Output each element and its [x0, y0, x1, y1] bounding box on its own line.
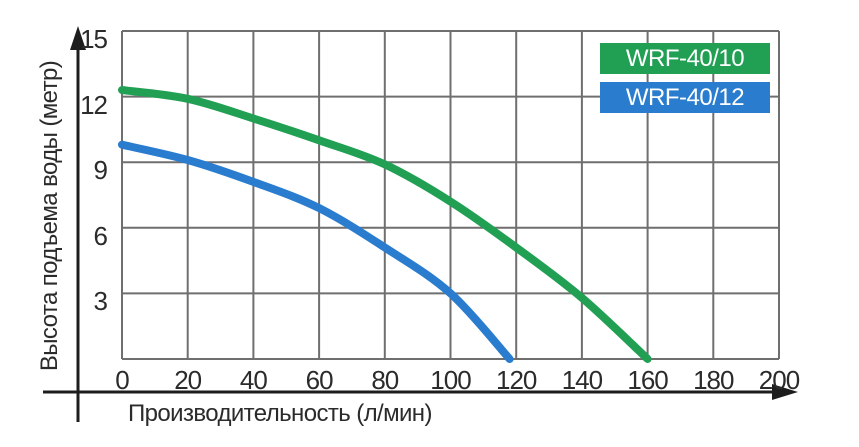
- x-tick-label: 140: [561, 365, 603, 395]
- x-tick-label: 160: [627, 365, 668, 395]
- legend-item-wrf-40-12: WRF-40/12: [600, 82, 770, 113]
- legend-item-wrf-40-10: WRF-40/10: [600, 43, 770, 74]
- x-tick-label: 20: [174, 365, 202, 395]
- x-tick-label: 80: [371, 365, 399, 395]
- x-axis-arrowhead-icon: [772, 384, 798, 400]
- x-tick-label: 0: [115, 365, 129, 395]
- legend: WRF-40/10 WRF-40/12: [600, 43, 770, 121]
- y-tick-label: 3: [93, 286, 108, 317]
- y-tick-label: 9: [93, 155, 108, 186]
- y-tick-label: 12: [80, 89, 108, 120]
- x-axis-title: Производительность (л/мин): [128, 400, 432, 427]
- curve-wrf-40-12: [118, 140, 514, 363]
- y-axis-arrowhead-icon: [70, 26, 86, 50]
- x-tick-label: 200: [758, 365, 800, 395]
- y-tick-label: 6: [93, 220, 108, 251]
- y-tick-label: 15: [80, 24, 108, 54]
- x-tick-label: 180: [693, 365, 734, 395]
- curve-wrf-40-10: [118, 86, 652, 363]
- x-tick-label: 120: [495, 365, 537, 395]
- x-tick-label: 60: [305, 365, 334, 395]
- x-tick-label: 40: [239, 365, 268, 395]
- y-axis-title: Высота подъема воды (метр): [36, 60, 63, 372]
- x-tick-label: 100: [430, 365, 471, 395]
